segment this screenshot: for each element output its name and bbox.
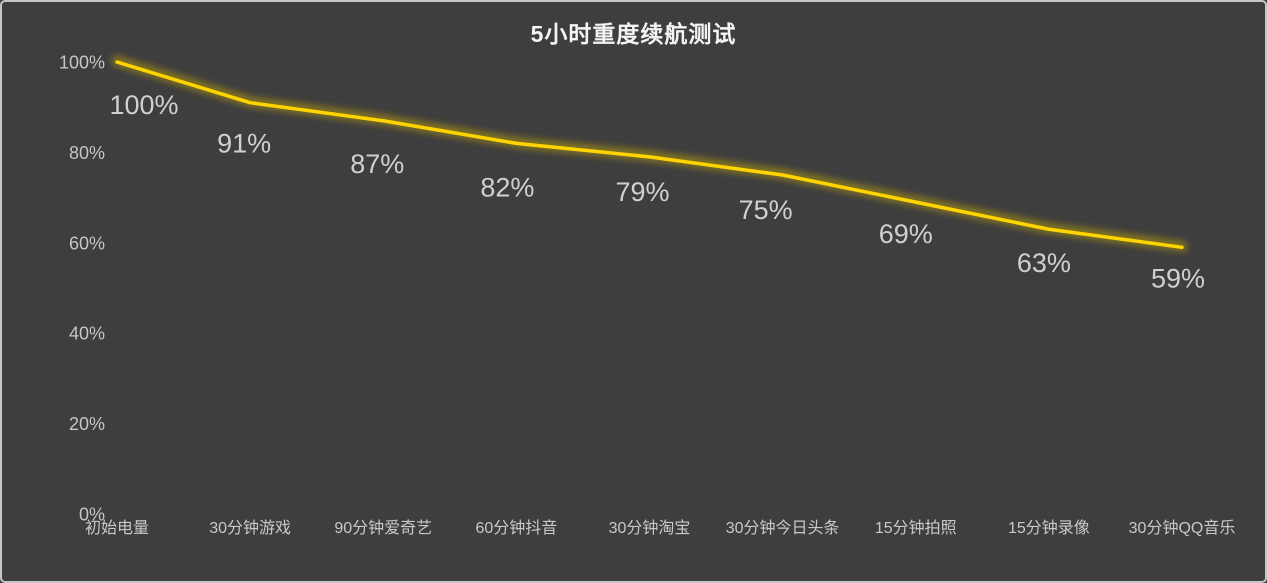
battery-line [115,60,1184,250]
y-axis-tick-label: 60% [69,233,105,253]
y-axis-tick-label: 0% [79,505,105,525]
y-axis-ticks: 100% 80% 60% 40% 20% 0% [59,53,105,525]
data-point-label: 63% [1017,248,1071,278]
line-layer [115,60,1184,250]
data-point-label: 69% [879,219,933,249]
x-axis-category-label: 30分钟淘宝 [609,519,691,537]
data-point-label: 75% [739,195,793,225]
data-point-label: 87% [350,149,404,179]
y-axis-tick-label: 40% [69,324,105,344]
data-point-label: 79% [615,177,669,207]
line-glow-layer [111,55,1188,252]
x-axis-category-label: 初始电量 [85,519,149,537]
battery-line-glow [111,55,1188,252]
x-axis-category-label: 30分钟游戏 [209,519,291,537]
y-axis-tick-label: 100% [59,53,105,73]
x-axis-category-label: 15分钟拍照 [875,519,957,537]
chart-title: 5小时重度续航测试 [530,21,737,47]
data-point-label: 59% [1151,263,1205,293]
x-axis-labels: 初始电量 30分钟游戏 90分钟爱奇艺 60分钟抖音 30分钟淘宝 30分钟今日头条 15分… [85,519,1235,537]
x-axis-category-label: 15分钟录像 [1008,519,1090,537]
y-axis-tick-label: 20% [69,414,105,434]
data-point-label: 91% [217,129,271,159]
x-axis-category-label: 30分钟QQ音乐 [1129,519,1236,537]
x-axis-category-label: 60分钟抖音 [475,519,557,537]
y-axis-tick-label: 80% [69,143,105,163]
data-point-label: 100% [109,90,178,120]
x-axis-category-label: 30分钟今日头条 [726,519,840,537]
data-point-label: 82% [480,172,534,202]
x-axis-category-label: 90分钟爱奇艺 [334,519,432,537]
data-labels: 100% 91% 87% 82% 79% 75% 69% 63% 59% [109,90,1205,293]
